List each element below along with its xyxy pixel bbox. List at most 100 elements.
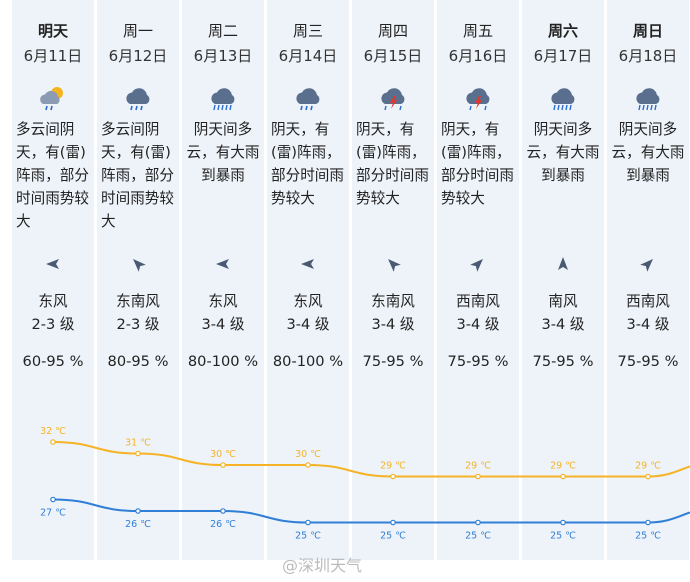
low-temp-label: 27 ℃ (40, 508, 66, 519)
temp-point (645, 519, 651, 526)
humidity-range: 80-100 % (187, 353, 259, 370)
wind-direction: 东风 (208, 293, 238, 310)
arrow-left-icon (215, 256, 231, 272)
rain-cloud-icon (122, 84, 154, 112)
humidity-range: 75-95 % (532, 353, 594, 370)
weather-description: 多云间阴天，有(雷)阵雨，部分时间雨势较大 (16, 121, 89, 230)
day-label: 明天 (37, 22, 68, 40)
wind-level: 3-4 级 (201, 316, 245, 333)
wind-level: 3-4 级 (456, 316, 500, 333)
arrow-upright-icon (640, 256, 656, 272)
weather-description: 阴天间多云，有大雨到暴雨 (186, 121, 260, 184)
date-label: 6月17日 (533, 47, 593, 65)
arrow-left-icon (300, 256, 316, 272)
high-temp-label: 29 ℃ (550, 461, 576, 472)
temp-point (305, 462, 311, 468)
weather-description: 阴天间多云，有大雨到暴雨 (611, 121, 685, 184)
temp-point (645, 473, 651, 480)
humidity-range: 80-100 % (272, 353, 344, 370)
weibo-watermark: @深圳天气 (282, 556, 363, 575)
temp-point (50, 496, 56, 503)
thunderstorm-icon (377, 84, 409, 112)
wind-direction: 东南风 (371, 293, 415, 310)
low-temp-label: 26 ℃ (125, 519, 151, 530)
date-label: 6月12日 (108, 47, 168, 65)
arrow-left-icon (45, 256, 61, 272)
weather-description: 阴天，有(雷)阵雨，部分时间雨势较大 (441, 121, 514, 207)
humidity-range: 80-95 % (107, 353, 169, 370)
humidity-range: 75-95 % (362, 353, 424, 370)
rain-cloud-icon (292, 84, 324, 112)
day-column: 周四 6月15日阴天，有(雷)阵雨，部分时间雨势较大东南风 3-4 级 75-95 % (352, 0, 434, 560)
day-label: 周四 (377, 22, 408, 40)
date-label: 6月18日 (618, 47, 678, 65)
temp-point (220, 508, 226, 514)
humidity-range: 75-95 % (447, 353, 509, 370)
high-temp-label: 32 ℃ (40, 426, 66, 437)
weather-description: 阴天间多云，有大雨到暴雨 (526, 121, 600, 184)
arrow-upleft-icon (385, 256, 401, 272)
low-temp-label: 26 ℃ (210, 519, 236, 530)
day-column: 周五 6月16日阴天，有(雷)阵雨，部分时间雨势较大西南风 3-4 级 75-95 % (437, 0, 519, 560)
wind-direction: 东南风 (116, 293, 160, 310)
thunderstorm-icon (462, 84, 494, 112)
low-temp-label: 25 ℃ (380, 531, 406, 542)
temp-point (220, 462, 226, 468)
wind-level: 2-3 级 (116, 316, 160, 333)
weather-description: 多云间阴天，有(雷)阵雨，部分时间雨势较大 (101, 121, 174, 230)
weather-description: 阴天，有(雷)阵雨，部分时间雨势较大 (271, 121, 344, 207)
wind-direction: 东风 (38, 293, 68, 310)
humidity-range: 75-95 % (617, 353, 679, 370)
temp-point (390, 519, 396, 526)
high-temp-label: 29 ℃ (635, 461, 661, 472)
arrow-upleft-icon (130, 256, 146, 272)
temp-point (135, 450, 141, 457)
temp-point (560, 519, 566, 526)
wind-level: 3-4 级 (286, 316, 330, 333)
high-temp-label: 30 ℃ (295, 449, 321, 460)
date-label: 6月15日 (363, 47, 423, 65)
heavy-rain-icon (207, 84, 239, 112)
wind-level: 3-4 级 (541, 316, 585, 333)
temp-point (475, 473, 481, 480)
high-temp-label: 29 ℃ (380, 461, 406, 472)
day-label: 周日 (632, 22, 663, 40)
wind-direction: 西南风 (626, 293, 670, 310)
cloudy-sun-rain-icon (37, 84, 69, 112)
temp-point (390, 473, 396, 480)
day-label: 周五 (462, 22, 493, 40)
day-label: 周三 (292, 22, 323, 40)
wind-level: 2-3 级 (31, 316, 75, 333)
high-temp-label: 31 ℃ (125, 438, 151, 449)
wind-direction: 东风 (293, 293, 323, 310)
wind-level: 3-4 级 (371, 316, 415, 333)
day-column: 周一 6月12日多云间阴天，有(雷)阵雨，部分时间雨势较大东南风 2-3 级 80-9… (97, 0, 179, 560)
date-label: 6月14日 (278, 47, 338, 65)
day-column: 明天 6月11日多云间阴天，有(雷)阵雨，部分时间雨势较大东风 2-3 级 60-95… (12, 0, 94, 560)
high-temp-label: 29 ℃ (465, 461, 491, 472)
temp-point (305, 519, 311, 526)
day-column: 周六 6月17日阴天间多云，有大雨到暴雨南风 3-4 级 75-95 % (522, 0, 604, 560)
date-label: 6月16日 (448, 47, 508, 65)
date-label: 6月13日 (193, 47, 253, 65)
temp-point (475, 519, 481, 526)
weather-description: 阴天，有(雷)阵雨，部分时间雨势较大 (356, 121, 429, 207)
arrow-up-icon (555, 256, 571, 272)
wind-direction: 南风 (548, 293, 578, 310)
date-label: 6月11日 (23, 47, 83, 65)
day-column: 周日 6月18日阴天间多云，有大雨到暴雨西南风 3-4 级 75-95 % (607, 0, 689, 560)
day-label: 周二 (207, 22, 238, 40)
temp-point (50, 439, 56, 445)
high-temp-label: 30 ℃ (210, 449, 236, 460)
wind-level: 3-4 级 (626, 316, 670, 333)
day-label: 周六 (547, 22, 578, 40)
low-temp-label: 25 ℃ (550, 531, 576, 542)
day-label: 周一 (122, 22, 153, 40)
heavy-rain-icon (547, 84, 579, 112)
humidity-range: 60-95 % (22, 353, 84, 370)
low-temp-label: 25 ℃ (465, 531, 491, 542)
heavy-rain-icon (632, 84, 664, 112)
wind-direction: 西南风 (456, 293, 500, 310)
temp-point (560, 473, 566, 480)
arrow-upright-icon (470, 256, 486, 272)
